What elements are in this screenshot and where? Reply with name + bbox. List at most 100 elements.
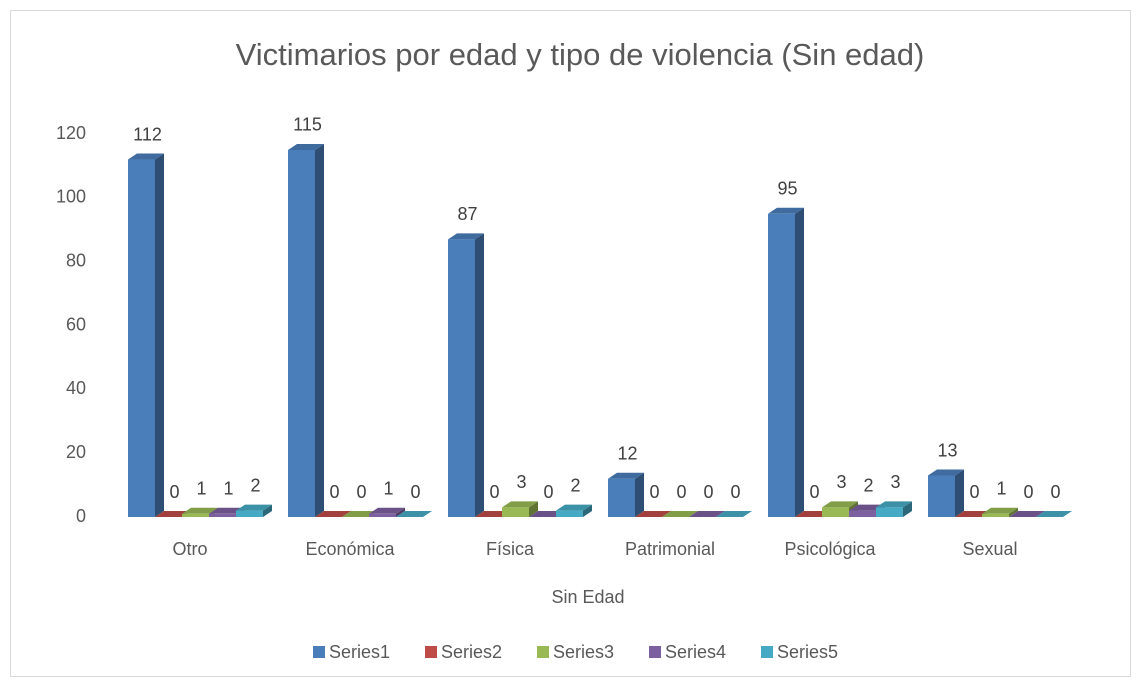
data-label: 12 (617, 443, 637, 463)
data-label: 87 (457, 204, 477, 224)
data-label: 13 (937, 440, 957, 460)
bar-side (903, 501, 912, 517)
bar (236, 510, 263, 517)
data-label: 0 (1050, 482, 1060, 502)
bar (822, 507, 849, 517)
bar-top (315, 511, 351, 517)
bar-top (128, 153, 164, 160)
y-tick-label: 100 (56, 187, 86, 207)
bar-side (955, 469, 964, 517)
data-label: 2 (863, 475, 873, 495)
bar-top (236, 504, 272, 511)
bar-side (529, 501, 538, 517)
data-label: 1 (196, 479, 206, 499)
bar-top (369, 507, 405, 514)
bar (556, 510, 583, 517)
bar-top (876, 501, 912, 508)
data-label: 0 (703, 482, 713, 502)
bar (608, 478, 635, 517)
data-label: 0 (489, 482, 499, 502)
data-label: 1 (996, 479, 1006, 499)
data-label: 115 (293, 115, 322, 135)
data-label: 0 (676, 482, 686, 502)
chart-frame (10, 10, 1131, 677)
data-label: 0 (410, 482, 420, 502)
data-label: 2 (570, 475, 580, 495)
bar-top (716, 511, 752, 517)
legend-label: Series3 (553, 642, 614, 662)
bar (209, 513, 236, 517)
bar-top (556, 504, 592, 511)
data-label: 2 (250, 475, 260, 495)
legend-label: Series2 (441, 642, 502, 662)
bar-side (1009, 507, 1018, 517)
bar-top (635, 511, 671, 517)
bar-top (1036, 511, 1072, 517)
bar-side (583, 504, 592, 517)
bar-side (635, 472, 644, 517)
bar-top (288, 143, 324, 150)
bar-top (982, 507, 1018, 514)
chart-title: Victimarios por edad y tipo de violencia… (236, 37, 925, 72)
bar-side (315, 143, 324, 518)
data-label: 1 (383, 479, 393, 499)
data-label: 0 (730, 482, 740, 502)
y-tick-label: 80 (66, 250, 86, 270)
bar-side (396, 507, 405, 517)
x-tick-label: Otro (172, 539, 207, 559)
bar-top (822, 501, 858, 508)
y-tick-label: 40 (66, 378, 86, 398)
y-tick-label: 0 (76, 506, 86, 526)
x-tick-label: Psicológica (784, 539, 876, 559)
bar-top (928, 469, 964, 476)
data-label: 3 (836, 472, 846, 492)
data-label: 0 (169, 482, 179, 502)
bar-side (263, 504, 272, 517)
bar-top (662, 511, 698, 517)
bar-top (608, 472, 644, 479)
bar (502, 507, 529, 517)
legend-swatch (649, 646, 661, 658)
bar-top (1009, 511, 1045, 517)
data-label: 0 (969, 482, 979, 502)
x-axis-title: Sin Edad (551, 587, 624, 607)
data-label: 0 (329, 482, 339, 502)
data-label: 95 (777, 179, 797, 199)
data-label: 0 (1023, 482, 1033, 502)
bar-top (396, 511, 432, 517)
data-label: 1 (223, 479, 233, 499)
data-label: 3 (890, 472, 900, 492)
data-label: 0 (649, 482, 659, 502)
bar-side (475, 233, 484, 517)
legend-swatch (425, 646, 437, 658)
legend-label: Series4 (665, 642, 726, 662)
legend-swatch (761, 646, 773, 658)
x-tick-label: Económica (305, 539, 395, 559)
bar (182, 513, 209, 517)
bar (128, 159, 155, 518)
data-label: 0 (809, 482, 819, 502)
bar (768, 213, 795, 517)
legend-swatch (537, 646, 549, 658)
bar-top (689, 511, 725, 517)
data-label: 0 (543, 482, 553, 502)
legend-label: Series5 (777, 642, 838, 662)
bar (369, 513, 396, 517)
bar-side (795, 207, 804, 517)
y-tick-label: 120 (56, 123, 86, 143)
data-label: 112 (133, 124, 162, 144)
bar (982, 513, 1009, 517)
bar-top (448, 233, 484, 240)
bar (876, 507, 903, 517)
y-tick-label: 60 (66, 314, 86, 334)
bar (288, 149, 315, 518)
legend-swatch (313, 646, 325, 658)
data-label: 0 (356, 482, 366, 502)
bar-top (768, 207, 804, 214)
bar-top (502, 501, 538, 508)
y-tick-label: 20 (66, 442, 86, 462)
bar-side (155, 153, 164, 518)
bar (928, 475, 955, 517)
x-tick-label: Patrimonial (625, 539, 715, 559)
